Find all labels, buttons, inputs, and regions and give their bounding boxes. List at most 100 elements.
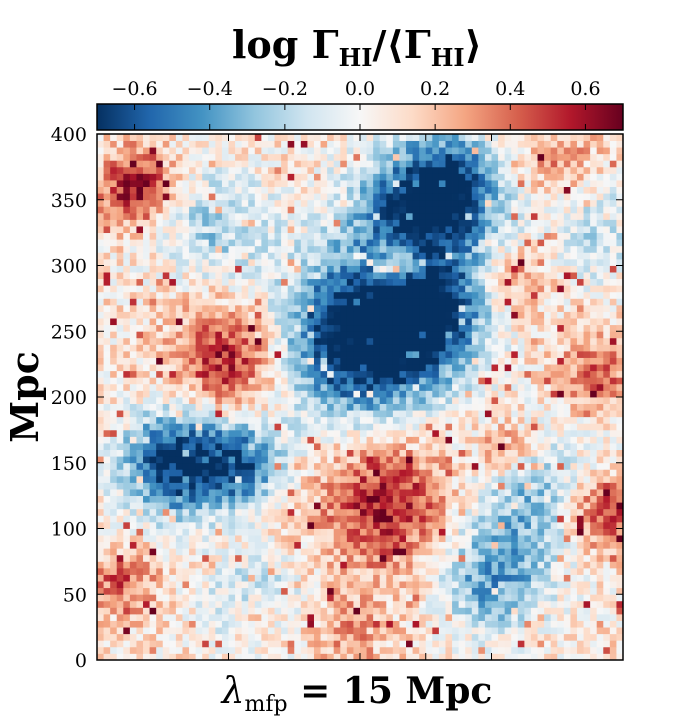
heatmap-cell	[425, 285, 433, 293]
heatmap-cell	[123, 581, 131, 589]
heatmap-cell	[123, 567, 131, 575]
heatmap-cell	[392, 508, 400, 516]
heatmap-cell	[419, 311, 427, 319]
heatmap-cell	[465, 528, 473, 536]
heatmap-cell	[491, 574, 499, 582]
heatmap-cell	[583, 337, 591, 345]
heatmap-cell	[103, 370, 111, 378]
heatmap-cell	[452, 653, 460, 661]
heatmap-cell	[570, 377, 578, 385]
heatmap-cell	[517, 633, 525, 641]
heatmap-cell	[327, 521, 335, 529]
heatmap-cell	[530, 535, 538, 543]
heatmap-cell	[537, 265, 545, 273]
heatmap-cell	[557, 594, 565, 602]
heatmap-cell	[366, 331, 374, 339]
heatmap-cell	[517, 377, 525, 385]
heatmap-cell	[576, 462, 584, 470]
heatmap-cell	[484, 403, 492, 411]
heatmap-cell	[511, 331, 519, 339]
heatmap-cell	[162, 528, 170, 536]
heatmap-cell	[570, 646, 578, 654]
heatmap-cell	[195, 646, 203, 654]
heatmap-cell	[366, 397, 374, 404]
heatmap-cell	[366, 646, 374, 654]
heatmap-cell	[110, 272, 118, 280]
heatmap-cell	[215, 640, 223, 648]
heatmap-cell	[537, 594, 545, 602]
heatmap-cell	[346, 456, 354, 464]
heatmap-cell	[438, 429, 446, 437]
colorbar-title-sub2: HI	[431, 43, 465, 72]
heatmap-cell	[386, 364, 394, 372]
heatmap-cell	[392, 515, 400, 523]
heatmap-cell	[550, 587, 558, 595]
heatmap-cell	[537, 548, 545, 556]
heatmap-cell	[333, 567, 341, 575]
heatmap-cell	[590, 600, 598, 608]
heatmap-cell	[215, 574, 223, 582]
heatmap-cell	[261, 364, 269, 372]
heatmap-cell	[294, 443, 302, 450]
heatmap-cell	[281, 410, 289, 418]
heatmap-cell	[366, 508, 374, 516]
heatmap-cell	[215, 646, 223, 654]
heatmap-cell	[550, 252, 558, 260]
heatmap-cell	[149, 633, 157, 641]
heatmap-cell	[366, 350, 374, 358]
heatmap-cell	[248, 561, 256, 569]
heatmap-cell	[478, 350, 486, 358]
heatmap-cell	[327, 508, 335, 516]
heatmap-cell	[524, 633, 532, 641]
heatmap-cell	[616, 390, 624, 398]
heatmap-cell	[274, 581, 282, 589]
heatmap-cell	[524, 443, 532, 450]
heatmap-cell	[169, 423, 177, 431]
heatmap-cell	[116, 495, 124, 503]
heatmap-cell	[438, 331, 446, 339]
heatmap-cell	[267, 337, 275, 345]
heatmap-cell	[110, 370, 118, 378]
heatmap-cell	[550, 350, 558, 358]
heatmap-cell	[320, 443, 328, 450]
heatmap-cell	[570, 620, 578, 628]
heatmap-cell	[313, 285, 321, 293]
heatmap-cell	[175, 436, 183, 444]
heatmap-cell	[228, 620, 236, 628]
heatmap-cell	[399, 311, 407, 319]
heatmap-cell	[504, 252, 512, 260]
heatmap-cell	[97, 508, 104, 516]
heatmap-cell	[327, 416, 335, 424]
heatmap-cell	[609, 646, 617, 654]
heatmap-cell	[590, 515, 598, 523]
heatmap-cell	[136, 462, 144, 470]
heatmap-cell	[406, 258, 414, 266]
heatmap-cell	[274, 364, 282, 372]
heatmap-cell	[471, 318, 479, 326]
heatmap-cell	[471, 258, 479, 266]
heatmap-cell	[406, 383, 414, 391]
heatmap-cell	[110, 298, 118, 306]
heatmap-cell	[399, 495, 407, 503]
heatmap-cell	[281, 298, 289, 306]
heatmap-cell	[491, 627, 499, 635]
heatmap-cell	[596, 416, 604, 424]
heatmap-cell	[557, 535, 565, 543]
heatmap-cell	[465, 567, 473, 575]
heatmap-cell	[484, 377, 492, 385]
heatmap-cell	[504, 489, 512, 497]
heatmap-cell	[616, 370, 624, 378]
heatmap-cell	[360, 416, 367, 424]
heatmap-cell	[465, 304, 473, 312]
heatmap-cell	[228, 390, 236, 398]
heatmap-cell	[149, 508, 157, 516]
heatmap-cell	[123, 640, 131, 648]
heatmap-cell	[412, 646, 420, 654]
heatmap-cell	[563, 613, 571, 621]
heatmap-cell	[438, 350, 446, 358]
heatmap-cell	[241, 390, 249, 398]
heatmap-cell	[616, 633, 624, 641]
heatmap-cell	[511, 318, 519, 326]
heatmap-cell	[465, 482, 473, 490]
heatmap-cell	[373, 331, 381, 339]
